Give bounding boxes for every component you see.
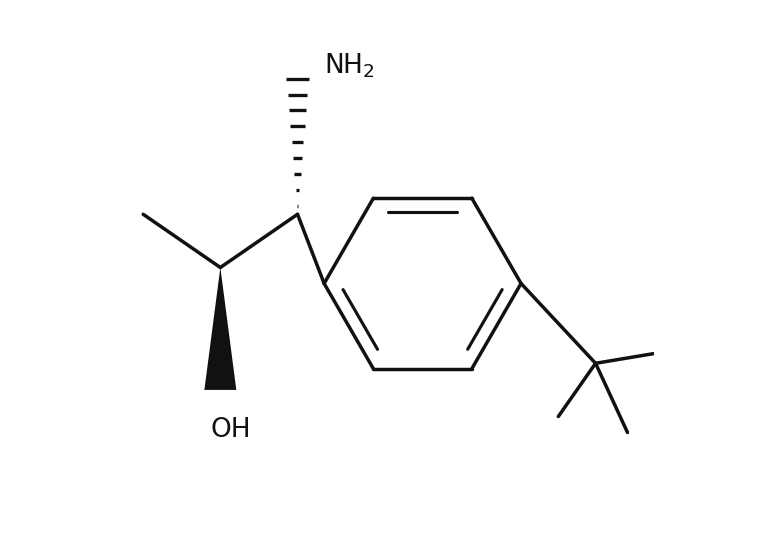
Polygon shape <box>204 268 237 390</box>
Text: OH: OH <box>210 417 251 442</box>
Text: NH$_2$: NH$_2$ <box>324 51 375 80</box>
